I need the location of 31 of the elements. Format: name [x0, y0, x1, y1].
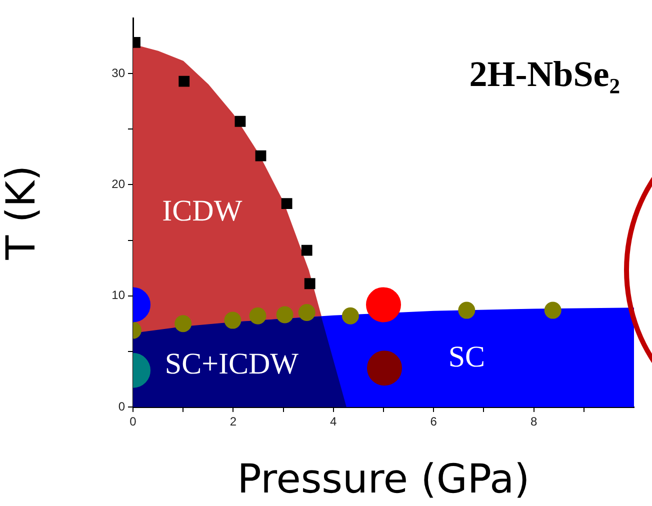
point: [281, 198, 292, 210]
point: [224, 312, 242, 329]
annotation: SC+ICDW: [164, 348, 300, 381]
x-tick-label: 8: [530, 414, 538, 429]
x-tick-label: 6: [430, 414, 438, 429]
annotation: SC: [448, 340, 486, 374]
point: [367, 350, 402, 386]
point: [366, 287, 401, 322]
y-tick-label: 10: [112, 288, 126, 302]
point: [301, 244, 312, 256]
x-tick-label: 2: [230, 414, 237, 429]
text: 2H-NbSe₂: [469, 54, 620, 94]
point: [178, 76, 190, 87]
annotation: ICDW: [162, 194, 243, 228]
point: [544, 302, 562, 319]
y-axis-title: T (K): [0, 165, 44, 261]
y-tick-label: 0: [118, 399, 126, 414]
point: [298, 304, 316, 322]
x-tick-label: 4: [330, 414, 338, 429]
x-axis-title: Pressure (GPa): [237, 456, 530, 502]
point: [174, 315, 192, 332]
point: [342, 307, 359, 324]
point: [234, 116, 246, 127]
x-tick-label: 0: [130, 414, 137, 429]
y-tick-label: 20: [112, 177, 126, 192]
point: [458, 302, 476, 319]
y-tick-label: 30: [112, 66, 126, 80]
point: [276, 306, 294, 324]
point: [255, 150, 266, 162]
point: [304, 278, 316, 290]
point: [249, 307, 266, 324]
